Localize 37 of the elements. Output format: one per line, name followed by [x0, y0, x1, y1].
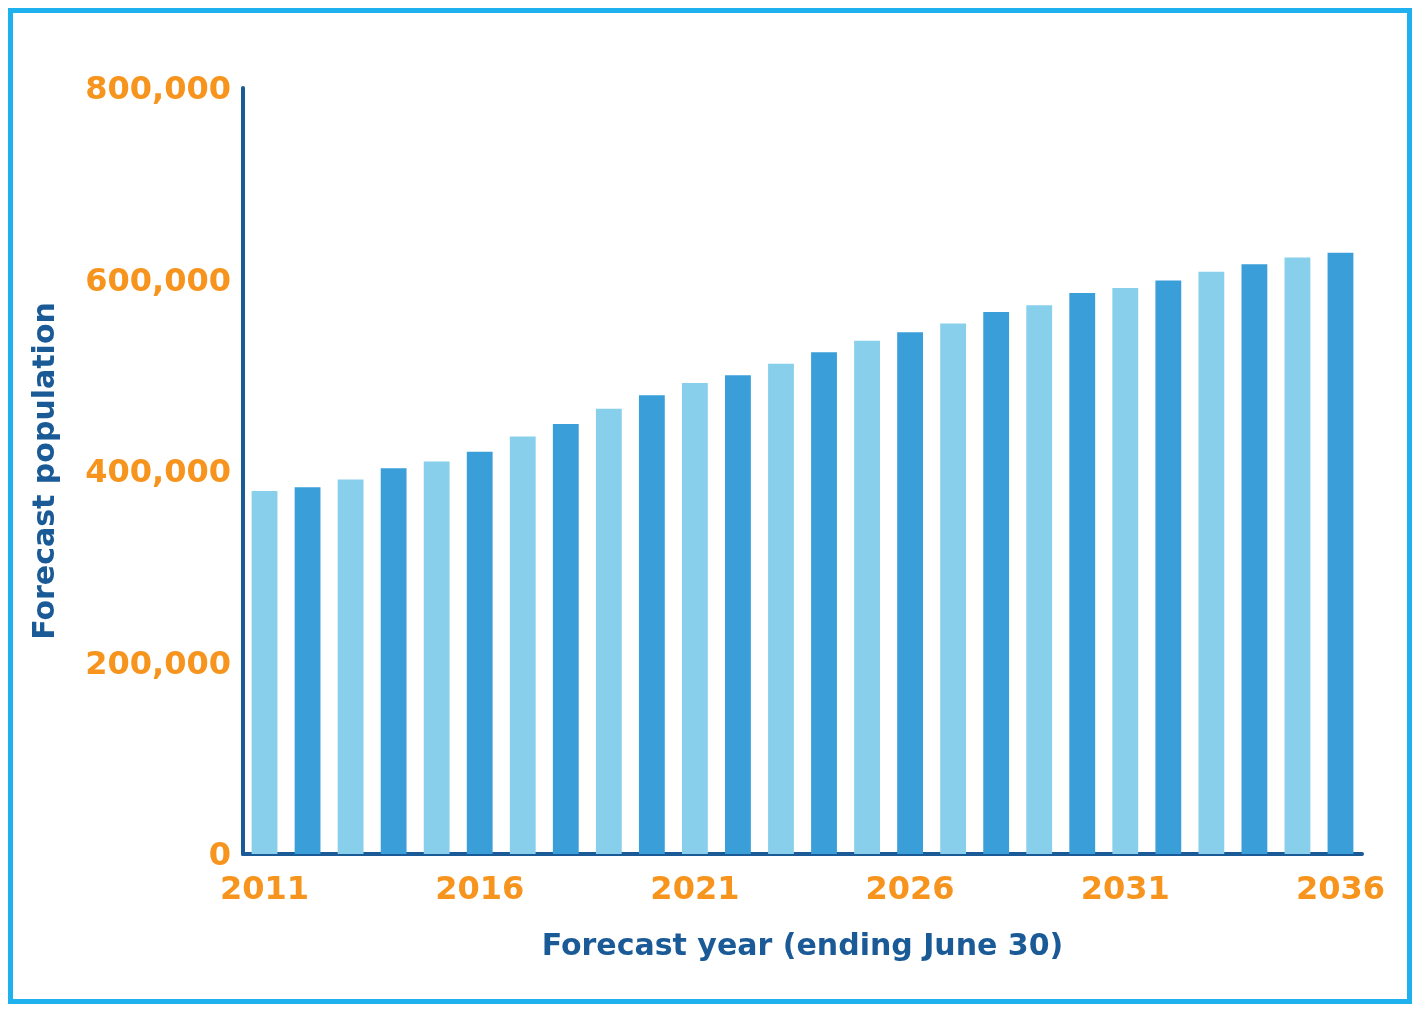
bar [854, 340, 880, 854]
bar [1026, 305, 1053, 854]
x-tick-label: 2031 [1080, 869, 1170, 907]
bar [940, 323, 967, 854]
bar [1112, 288, 1139, 854]
bar [466, 451, 493, 854]
bar [811, 352, 837, 854]
bar [1327, 252, 1354, 854]
bar [294, 487, 321, 854]
x-tick-label: 2016 [435, 869, 525, 907]
bar [983, 312, 1010, 854]
x-axis-title: Forecast year (ending June 30) [541, 926, 1064, 962]
y-tick-label: 200,000 [85, 643, 231, 682]
bar [595, 408, 622, 854]
bar [337, 479, 364, 854]
bar [897, 332, 924, 854]
bar [552, 424, 579, 854]
y-tick-label: 600,000 [85, 260, 231, 299]
bar [1069, 292, 1096, 854]
bar [1284, 257, 1311, 854]
bar [380, 468, 407, 854]
x-tick-label: 2026 [865, 869, 955, 907]
bar [423, 461, 450, 854]
y-axis-title: Forecast population [25, 302, 61, 640]
bar [768, 363, 794, 854]
bar [638, 395, 665, 854]
bar [509, 436, 536, 854]
bar [681, 382, 708, 854]
x-tick-label: 2021 [650, 869, 740, 907]
bar [1198, 271, 1225, 854]
bar [725, 375, 751, 854]
bar [1155, 280, 1182, 854]
y-tick-label: 800,000 [85, 69, 231, 107]
x-tick-label: 2036 [1295, 869, 1386, 907]
bar [251, 491, 278, 854]
bar [1241, 264, 1268, 854]
y-tick-label: 400,000 [85, 452, 231, 490]
